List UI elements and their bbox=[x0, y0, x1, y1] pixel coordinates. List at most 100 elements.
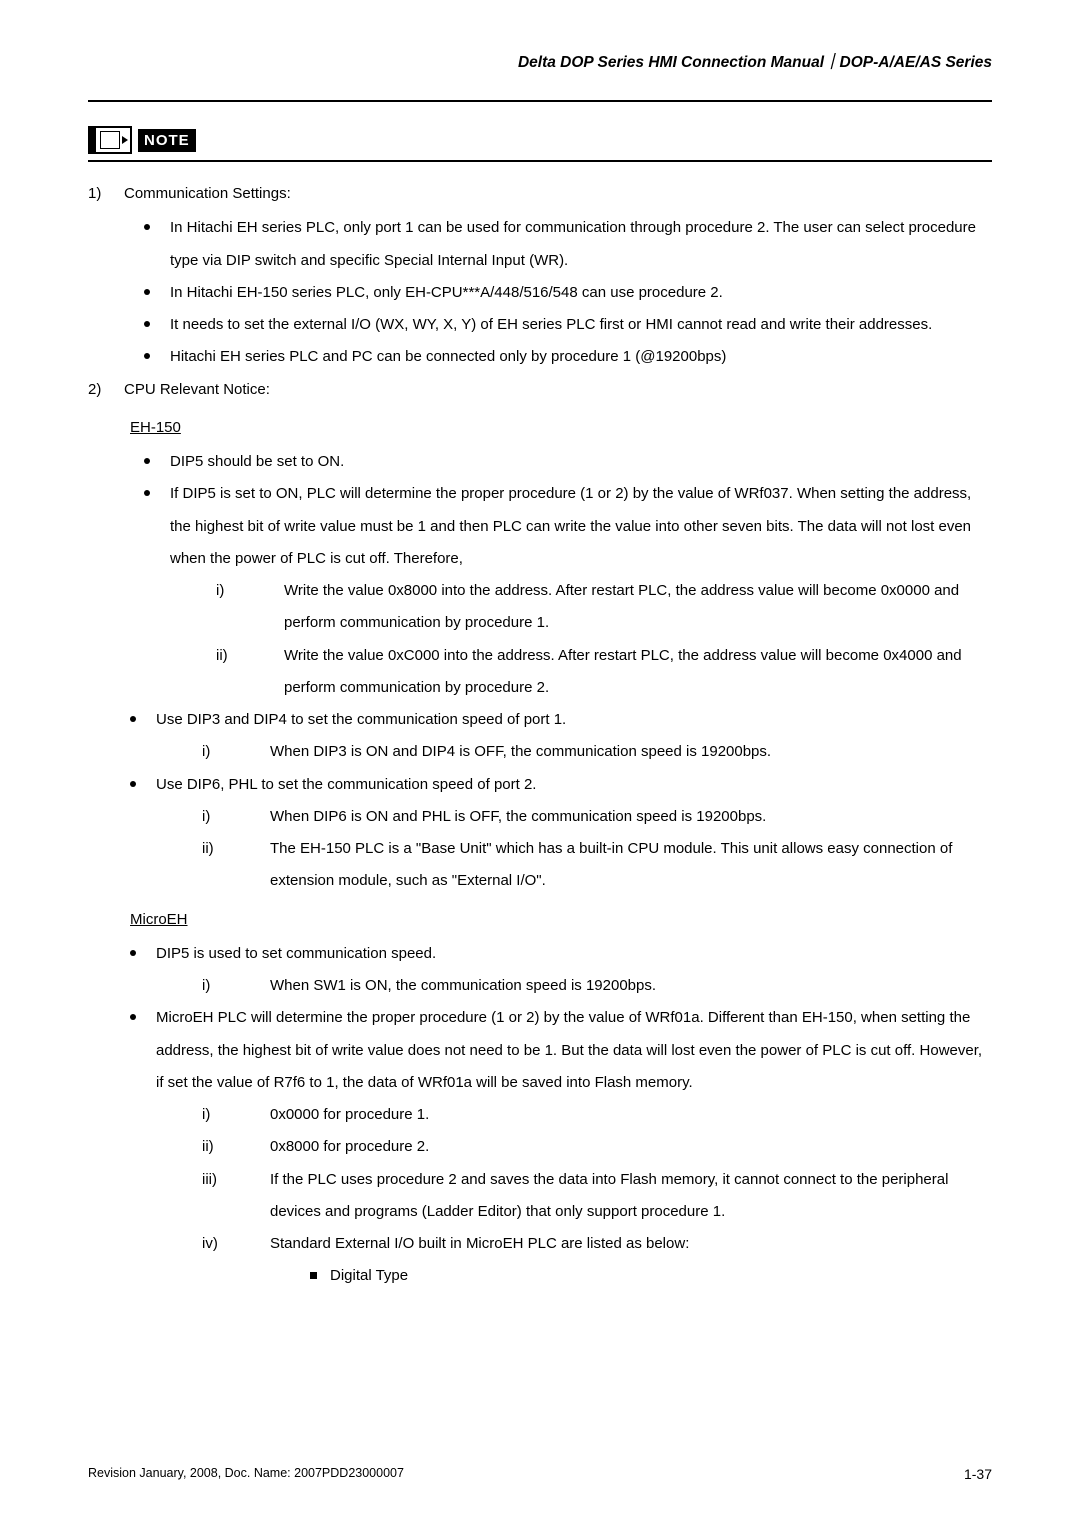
section-2-title: CPU Relevant Notice: bbox=[124, 374, 270, 406]
roman-item: iii) If the PLC uses procedure 2 and save… bbox=[202, 1164, 992, 1229]
list-item: Hitachi EH series PLC and PC can be conn… bbox=[144, 341, 992, 373]
bullet-icon bbox=[130, 704, 138, 769]
note-rule bbox=[88, 160, 992, 162]
bullet-icon bbox=[130, 1002, 138, 1292]
list-item: DIP5 should be set to ON. bbox=[144, 446, 992, 478]
bullet-icon bbox=[144, 212, 152, 277]
roman-text: 0x8000 for procedure 2. bbox=[270, 1131, 992, 1163]
roman-item: iv) Standard External I/O built in Micro… bbox=[202, 1228, 992, 1293]
roman-item: i) Write the value 0x8000 into the addres… bbox=[216, 575, 992, 640]
bullet-text-span: Use DIP6, PHL to set the communication s… bbox=[156, 776, 536, 793]
roman-item: i) When DIP6 is ON and PHL is OFF, the co… bbox=[202, 801, 992, 833]
footer-page-number: 1-37 bbox=[964, 1466, 992, 1482]
roman-list: i) 0x0000 for procedure 1. ii) 0x8000 for … bbox=[202, 1099, 992, 1293]
section-1: 1) Communication Settings: bbox=[88, 178, 992, 210]
square-list: Digital Type bbox=[310, 1260, 992, 1292]
header-title-left: Delta DOP Series HMI Connection Manual bbox=[518, 54, 824, 71]
list-item: In Hitachi EH-150 series PLC, only EH-CP… bbox=[144, 277, 992, 309]
section-1-title: Communication Settings: bbox=[124, 178, 291, 210]
roman-text: When DIP6 is ON and PHL is OFF, the comm… bbox=[270, 801, 992, 833]
header-title-right: DOP-A/AE/AS Series bbox=[840, 54, 992, 71]
note-icon bbox=[88, 126, 132, 154]
roman-num: ii) bbox=[202, 1131, 230, 1163]
roman-num: iv) bbox=[202, 1228, 230, 1293]
roman-text-span: Standard External I/O built in MicroEH P… bbox=[270, 1235, 689, 1252]
list-item: In Hitachi EH series PLC, only port 1 ca… bbox=[144, 212, 992, 277]
roman-item: ii) 0x8000 for procedure 2. bbox=[202, 1131, 992, 1163]
roman-item: i) When DIP3 is ON and DIP4 is OFF, the c… bbox=[202, 736, 992, 768]
roman-text: Write the value 0xC000 into the address.… bbox=[284, 640, 992, 705]
roman-item: i) When SW1 is ON, the communication spee… bbox=[202, 970, 992, 1002]
square-icon bbox=[310, 1260, 320, 1292]
bullet-text-span: MicroEH PLC will determine the proper pr… bbox=[156, 1009, 982, 1091]
bullet-text: In Hitachi EH series PLC, only port 1 ca… bbox=[170, 212, 992, 277]
roman-list: i) Write the value 0x8000 into the addres… bbox=[216, 575, 992, 704]
section-2-num: 2) bbox=[88, 374, 110, 406]
bullet-text: Hitachi EH series PLC and PC can be conn… bbox=[170, 341, 992, 373]
roman-list: i) When SW1 is ON, the communication spee… bbox=[202, 970, 992, 1002]
bullet-text: In Hitachi EH-150 series PLC, only EH-CP… bbox=[170, 277, 992, 309]
bullet-text: MicroEH PLC will determine the proper pr… bbox=[156, 1002, 992, 1292]
roman-item: ii) Write the value 0xC000 into the addre… bbox=[216, 640, 992, 705]
subhead-microeh: MicroEH bbox=[130, 904, 992, 936]
roman-num: i) bbox=[216, 575, 244, 640]
list-item: MicroEH PLC will determine the proper pr… bbox=[130, 1002, 992, 1292]
roman-text: If the PLC uses procedure 2 and saves th… bbox=[270, 1164, 992, 1229]
roman-text: Standard External I/O built in MicroEH P… bbox=[270, 1228, 992, 1293]
bullet-text-span: DIP5 is used to set communication speed. bbox=[156, 945, 436, 962]
section-1-num: 1) bbox=[88, 178, 110, 210]
note-label: NOTE bbox=[138, 129, 196, 152]
eh150-bullets-2: Use DIP3 and DIP4 to set the communicati… bbox=[130, 704, 992, 898]
bullet-text: If DIP5 is set to ON, PLC will determine… bbox=[170, 478, 992, 704]
bullet-text: Use DIP6, PHL to set the communication s… bbox=[156, 769, 992, 898]
roman-num: ii) bbox=[202, 833, 230, 898]
page-footer: Revision January, 2008, Doc. Name: 2007P… bbox=[88, 1466, 992, 1482]
roman-num: i) bbox=[202, 736, 230, 768]
bullet-icon bbox=[144, 277, 152, 309]
list-item: Use DIP3 and DIP4 to set the communicati… bbox=[130, 704, 992, 769]
roman-num: i) bbox=[202, 1099, 230, 1131]
roman-text: 0x0000 for procedure 1. bbox=[270, 1099, 992, 1131]
document-body: 1) Communication Settings: In Hitachi EH… bbox=[88, 178, 992, 1293]
bullet-icon bbox=[144, 309, 152, 341]
square-text: Digital Type bbox=[330, 1260, 408, 1292]
roman-list: i) When DIP3 is ON and DIP4 is OFF, the c… bbox=[202, 736, 992, 768]
bullet-text: It needs to set the external I/O (WX, WY… bbox=[170, 309, 992, 341]
bullet-icon bbox=[144, 341, 152, 373]
bullet-icon bbox=[130, 769, 138, 898]
header-rule bbox=[88, 100, 992, 102]
page-header: Delta DOP Series HMI Connection Manual｜D… bbox=[88, 50, 992, 76]
bullet-icon bbox=[144, 446, 152, 478]
microeh-bullets: DIP5 is used to set communication speed.… bbox=[130, 938, 992, 1293]
bullet-text: DIP5 is used to set communication speed.… bbox=[156, 938, 992, 1003]
bullet-icon bbox=[130, 938, 138, 1003]
square-item: Digital Type bbox=[310, 1260, 992, 1292]
roman-num: i) bbox=[202, 970, 230, 1002]
roman-num: iii) bbox=[202, 1164, 230, 1229]
list-item: It needs to set the external I/O (WX, WY… bbox=[144, 309, 992, 341]
roman-text: When SW1 is ON, the communication speed … bbox=[270, 970, 992, 1002]
list-item: Use DIP6, PHL to set the communication s… bbox=[130, 769, 992, 898]
list-item: DIP5 is used to set communication speed.… bbox=[130, 938, 992, 1003]
bullet-text: DIP5 should be set to ON. bbox=[170, 446, 992, 478]
roman-list: i) When DIP6 is ON and PHL is OFF, the co… bbox=[202, 801, 992, 898]
section-2: 2) CPU Relevant Notice: bbox=[88, 374, 992, 406]
bullet-icon bbox=[144, 478, 152, 704]
eh150-bullets: DIP5 should be set to ON. If DIP5 is set… bbox=[144, 446, 992, 704]
roman-item: ii) The EH-150 PLC is a "Base Unit" which… bbox=[202, 833, 992, 898]
roman-text: When DIP3 is ON and DIP4 is OFF, the com… bbox=[270, 736, 992, 768]
bullet-text: Use DIP3 and DIP4 to set the communicati… bbox=[156, 704, 992, 769]
bullet-text-span: Use DIP3 and DIP4 to set the communicati… bbox=[156, 711, 566, 728]
section-1-bullets: In Hitachi EH series PLC, only port 1 ca… bbox=[144, 212, 992, 373]
subhead-eh150: EH-150 bbox=[130, 412, 992, 444]
header-sep: ｜ bbox=[824, 54, 840, 71]
roman-num: i) bbox=[202, 801, 230, 833]
footer-revision: Revision January, 2008, Doc. Name: 2007P… bbox=[88, 1466, 404, 1482]
bullet-text-span: If DIP5 is set to ON, PLC will determine… bbox=[170, 485, 971, 567]
roman-num: ii) bbox=[216, 640, 244, 705]
roman-text: The EH-150 PLC is a "Base Unit" which ha… bbox=[270, 833, 992, 898]
list-item: If DIP5 is set to ON, PLC will determine… bbox=[144, 478, 992, 704]
roman-item: i) 0x0000 for procedure 1. bbox=[202, 1099, 992, 1131]
note-callout: NOTE bbox=[88, 126, 992, 154]
roman-text: Write the value 0x8000 into the address.… bbox=[284, 575, 992, 640]
